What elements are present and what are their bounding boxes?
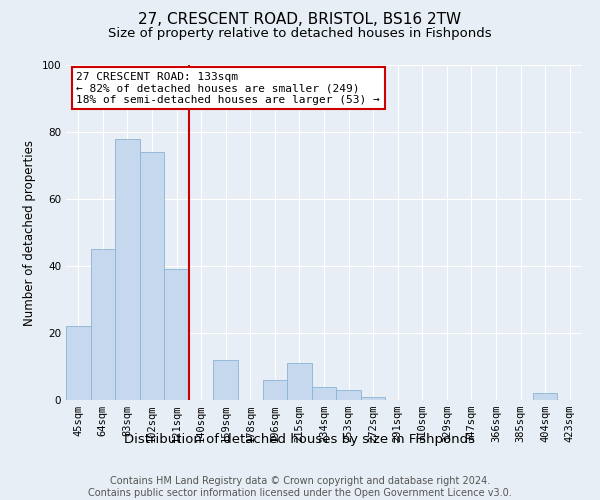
Bar — [214, 360, 238, 400]
Bar — [287, 363, 312, 400]
Bar — [312, 386, 336, 400]
Bar — [533, 394, 557, 400]
Bar — [115, 138, 140, 400]
Bar — [361, 396, 385, 400]
Bar — [164, 270, 189, 400]
Bar — [140, 152, 164, 400]
Text: 27 CRESCENT ROAD: 133sqm
← 82% of detached houses are smaller (249)
18% of semi-: 27 CRESCENT ROAD: 133sqm ← 82% of detach… — [76, 72, 380, 105]
Text: Distribution of detached houses by size in Fishponds: Distribution of detached houses by size … — [125, 432, 476, 446]
Bar — [91, 249, 115, 400]
Bar — [66, 326, 91, 400]
Y-axis label: Number of detached properties: Number of detached properties — [23, 140, 36, 326]
Text: 27, CRESCENT ROAD, BRISTOL, BS16 2TW: 27, CRESCENT ROAD, BRISTOL, BS16 2TW — [139, 12, 461, 28]
Text: Contains HM Land Registry data © Crown copyright and database right 2024.
Contai: Contains HM Land Registry data © Crown c… — [88, 476, 512, 498]
Bar — [336, 390, 361, 400]
Bar — [263, 380, 287, 400]
Text: Size of property relative to detached houses in Fishponds: Size of property relative to detached ho… — [108, 28, 492, 40]
